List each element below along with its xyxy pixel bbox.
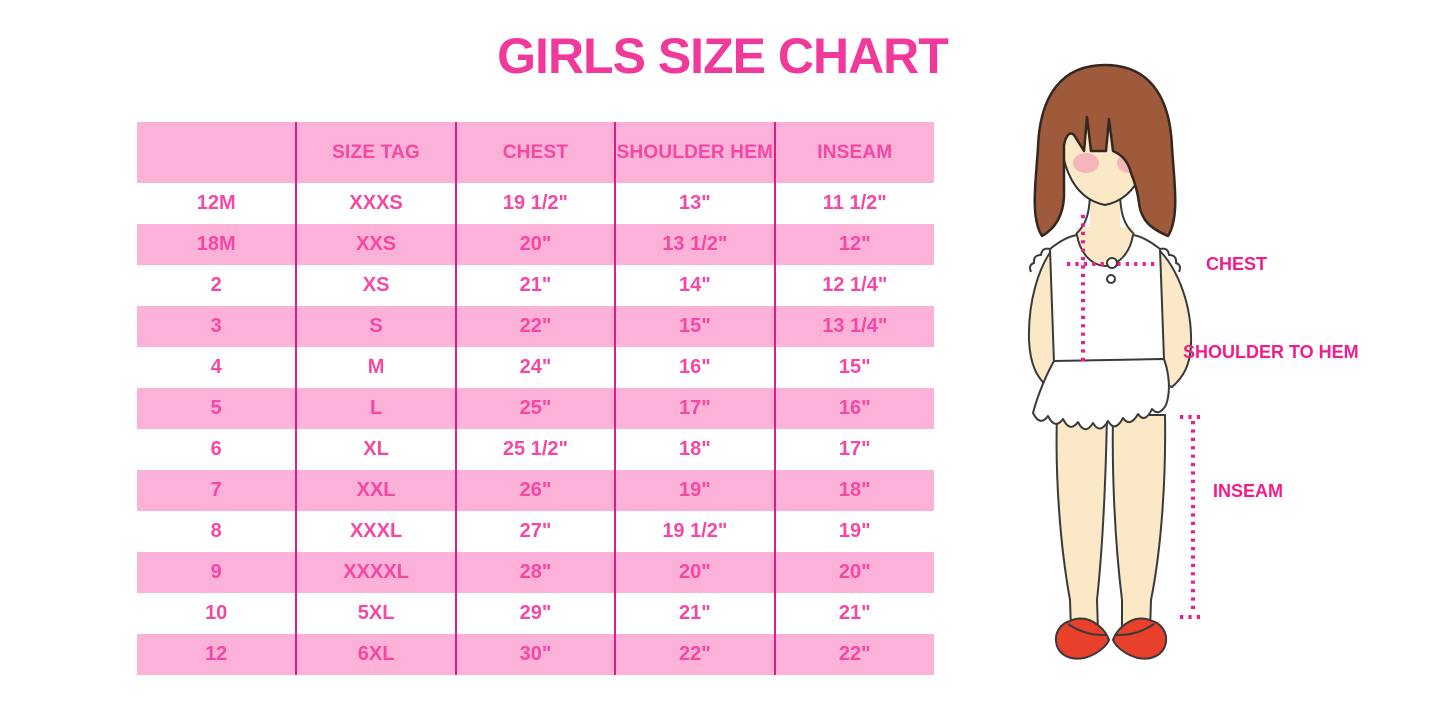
size-tag-cell: 6XL	[295, 634, 456, 675]
tank-top	[1049, 234, 1165, 364]
size-tag-cell: 5XL	[295, 593, 456, 634]
size-cell: 12M	[196, 192, 236, 214]
inseam-cell: 16"	[773, 388, 934, 429]
size-tag-cell: XL	[295, 429, 456, 470]
shoulder-hem-cell: 13"	[614, 183, 775, 224]
table-row: 18M XXS 20" 13 1/2" 12"	[137, 224, 934, 265]
shoes	[1054, 617, 1168, 660]
size-tag-column-header: SIZE TAG	[295, 122, 456, 183]
shoulder-hem-cell: 17"	[614, 388, 775, 429]
table-row: 6 XL 25 1/2" 18" 17"	[137, 429, 934, 470]
size-tag-cell: L	[295, 388, 456, 429]
shoulder-hem-column-header: SHOULDER HEM	[614, 122, 775, 183]
girl-illustration	[1000, 55, 1210, 675]
inseam-column-header: INSEAM	[773, 122, 934, 183]
shoulder-hem-cell: 19"	[614, 470, 775, 511]
size-tag-cell: XXXL	[295, 511, 456, 552]
table-row: 8 XXXL 27" 19 1/2" 19"	[137, 511, 934, 552]
size-cell: 4	[210, 356, 222, 378]
shoulder-hem-cell: 13 1/2"	[614, 224, 775, 265]
shoulder-hem-cell: 19 1/2"	[614, 511, 775, 552]
girl-figure-svg	[1027, 63, 1204, 660]
size-cell: 18M	[137, 224, 297, 265]
table-row: 5 L 25" 17" 16"	[137, 388, 934, 429]
size-table-header: SIZE TAG CHEST SHOULDER HEM INSEAM	[137, 122, 934, 183]
hair	[1033, 63, 1177, 238]
size-cell: 9	[137, 552, 297, 593]
chest-cell: 27"	[454, 511, 616, 552]
table-row: 12M XXXS 19 1/2" 13" 11 1/2"	[137, 183, 934, 224]
size-tag-cell: XXXXL	[295, 552, 456, 593]
legs	[1055, 414, 1167, 632]
inseam-cell: 21"	[773, 593, 934, 634]
chest-cell: 25 1/2"	[454, 429, 616, 470]
shoulder-hem-cell: 20"	[614, 552, 775, 593]
size-cell: 8	[210, 520, 222, 542]
chest-cell: 20"	[454, 224, 616, 265]
shoulder-ruffles	[1029, 247, 1181, 273]
page-title: GIRLS SIZE CHART	[497, 28, 949, 84]
shoulder-hem-cell: 18"	[614, 429, 775, 470]
size-cell: 7	[137, 470, 297, 511]
table-row: 3 S 22" 15" 13 1/4"	[137, 306, 934, 347]
chest-cell: 30"	[454, 634, 616, 675]
table-row: 10 5XL 29" 21" 21"	[137, 593, 934, 634]
shoulder-hem-cell: 15"	[614, 306, 775, 347]
skirt	[1032, 358, 1170, 431]
inseam-cell: 18"	[773, 470, 934, 511]
size-tag-cell: XS	[295, 265, 456, 306]
inseam-cell: 13 1/4"	[773, 306, 934, 347]
inseam-label: INSEAM	[1213, 481, 1284, 501]
size-cell: 5	[137, 388, 297, 429]
header-row: SIZE TAG CHEST SHOULDER HEM INSEAM	[137, 122, 934, 183]
size-column-header	[137, 122, 297, 183]
chest-cell: 21"	[454, 265, 616, 306]
shoulder-hem-cell: 14"	[614, 265, 775, 306]
top-buttons	[1106, 257, 1118, 284]
table-row: 4 M 24" 16" 15"	[137, 347, 934, 388]
size-tag-cell: M	[295, 347, 456, 388]
shoulder-hem-cell: 21"	[614, 593, 775, 634]
chest-column-header: CHEST	[454, 122, 616, 183]
shoulder-hem-cell: 16"	[614, 347, 775, 388]
size-tag-cell: XXL	[295, 470, 456, 511]
size-cell: 10	[205, 602, 228, 624]
chest-cell: 25"	[454, 388, 616, 429]
table-row: 2 XS 21" 14" 12 1/4"	[137, 265, 934, 306]
size-tag-cell: XXS	[295, 224, 456, 265]
size-table-body: 12M XXXS 19 1/2" 13" 11 1/2" 18M XXS 20" 13 1/2"…	[137, 183, 934, 675]
chest-label: CHEST	[1206, 254, 1268, 274]
girls-size-table: SIZE TAG CHEST SHOULDER HEM INSEAM 12M XX…	[137, 122, 934, 675]
chest-cell: 29"	[454, 593, 616, 634]
inseam-cell: 22"	[773, 634, 934, 675]
inseam-cell: 12"	[773, 224, 934, 265]
inseam-cell: 15"	[773, 347, 934, 388]
inseam-cell: 11 1/2"	[773, 183, 934, 224]
size-tag-cell: XXXS	[295, 183, 456, 224]
table-row: 7 XXL 26" 19" 18"	[137, 470, 934, 511]
inseam-cell: 17"	[773, 429, 934, 470]
table-row: 9 XXXXL 28" 20" 20"	[137, 552, 934, 593]
size-cell: 3	[137, 306, 297, 347]
chest-cell: 19 1/2"	[454, 183, 616, 224]
size-cell: 12	[137, 634, 297, 675]
chest-cell: 26"	[454, 470, 616, 511]
size-tag-cell: S	[295, 306, 456, 347]
inseam-cell: 12 1/4"	[773, 265, 934, 306]
inseam-cell: 19"	[773, 511, 934, 552]
size-cell: 6	[210, 438, 222, 460]
chest-cell: 22"	[454, 306, 616, 347]
table-row: 12 6XL 30" 22" 22"	[137, 634, 934, 675]
size-cell: 2	[210, 274, 222, 296]
inseam-cell: 20"	[773, 552, 934, 593]
chest-cell: 28"	[454, 552, 616, 593]
shoulder-hem-cell: 22"	[614, 634, 775, 675]
shoulder-to-hem-label: SHOULDER TO HEM	[1183, 342, 1359, 362]
chest-cell: 24"	[454, 347, 616, 388]
